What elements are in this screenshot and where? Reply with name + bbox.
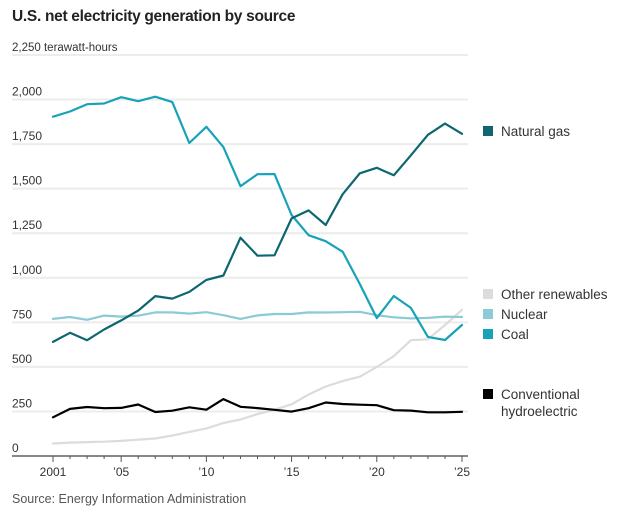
series-line-conventional-hydroelectric (51, 398, 464, 419)
y-tick-label-2250: 2,250 terawatt-hours (12, 42, 118, 54)
x-tick-label-2015: ’15 (284, 465, 300, 479)
source-note: Source: Energy Information Administratio… (12, 492, 247, 506)
x-tick-label-2010: ’10 (198, 465, 214, 479)
legend-label-conventional-hydroelectric: Conventional hydroelectric (501, 386, 580, 420)
y-tick-label-750: 750 (12, 307, 32, 321)
x-tick-label-2020: ’20 (369, 465, 385, 479)
legend-label-line-2: hydroelectric (501, 404, 578, 419)
y-unit-label: terawatt-hours (44, 42, 118, 54)
legend-label-nuclear: Nuclear (501, 307, 548, 322)
gridlines (12, 54, 468, 413)
x-tick-label-2025: ’25 (454, 465, 470, 479)
legend-label-line-1: Conventional (501, 387, 580, 402)
y-tick-label-1000: 1,000 (12, 263, 42, 277)
y-tick-label-500: 500 (12, 352, 32, 366)
legend-swatch-other-renewables (483, 289, 493, 299)
y-tick-label-1500: 1,500 (12, 174, 42, 188)
y-tick-label-1750: 1,750 (12, 129, 42, 143)
legend-item-natural-gas: Natural gas (483, 123, 570, 140)
y-tick-value: 2,250 (12, 42, 44, 54)
legend-swatch-natural-gas (483, 126, 493, 136)
legend-item-conventional-hydroelectric: Conventional hydroelectric (483, 386, 580, 420)
series-line-other-renewables (51, 308, 464, 445)
series-line-nuclear (51, 310, 464, 321)
series-line-coal (51, 95, 464, 342)
legend-label-coal: Coal (501, 327, 529, 342)
x-axis: 2001 ’05 ’10 ’15 ’20 ’25 (12, 455, 470, 479)
legend-swatch-coal (483, 329, 493, 339)
legend-label-other-renewables: Other renewables (501, 287, 608, 302)
x-tick-label-2001: 2001 (40, 465, 67, 479)
legend-swatch-nuclear (483, 309, 493, 319)
legend-item-coal: Coal (483, 326, 529, 343)
y-tick-label-2000: 2,000 (12, 85, 42, 99)
x-tick-label-2005: ’05 (113, 465, 129, 479)
y-tick-label-0: 0 (12, 441, 19, 455)
y-tick-label-1250: 1,250 (12, 218, 42, 232)
series-lines (51, 95, 464, 445)
chart-title: U.S. net electricity generation by sourc… (12, 8, 296, 25)
legend-swatch-conventional-hydroelectric (483, 389, 493, 399)
legend-item-nuclear: Nuclear (483, 306, 548, 323)
series-line-natural-gas (51, 122, 464, 343)
y-tick-label-250: 250 (12, 396, 32, 410)
legend-item-other-renewables: Other renewables (483, 286, 608, 303)
legend-label-natural-gas: Natural gas (501, 124, 571, 139)
y-axis-labels: 0 250 500 750 1,000 1,250 1,500 1,750 2,000 2,250… (12, 42, 118, 455)
